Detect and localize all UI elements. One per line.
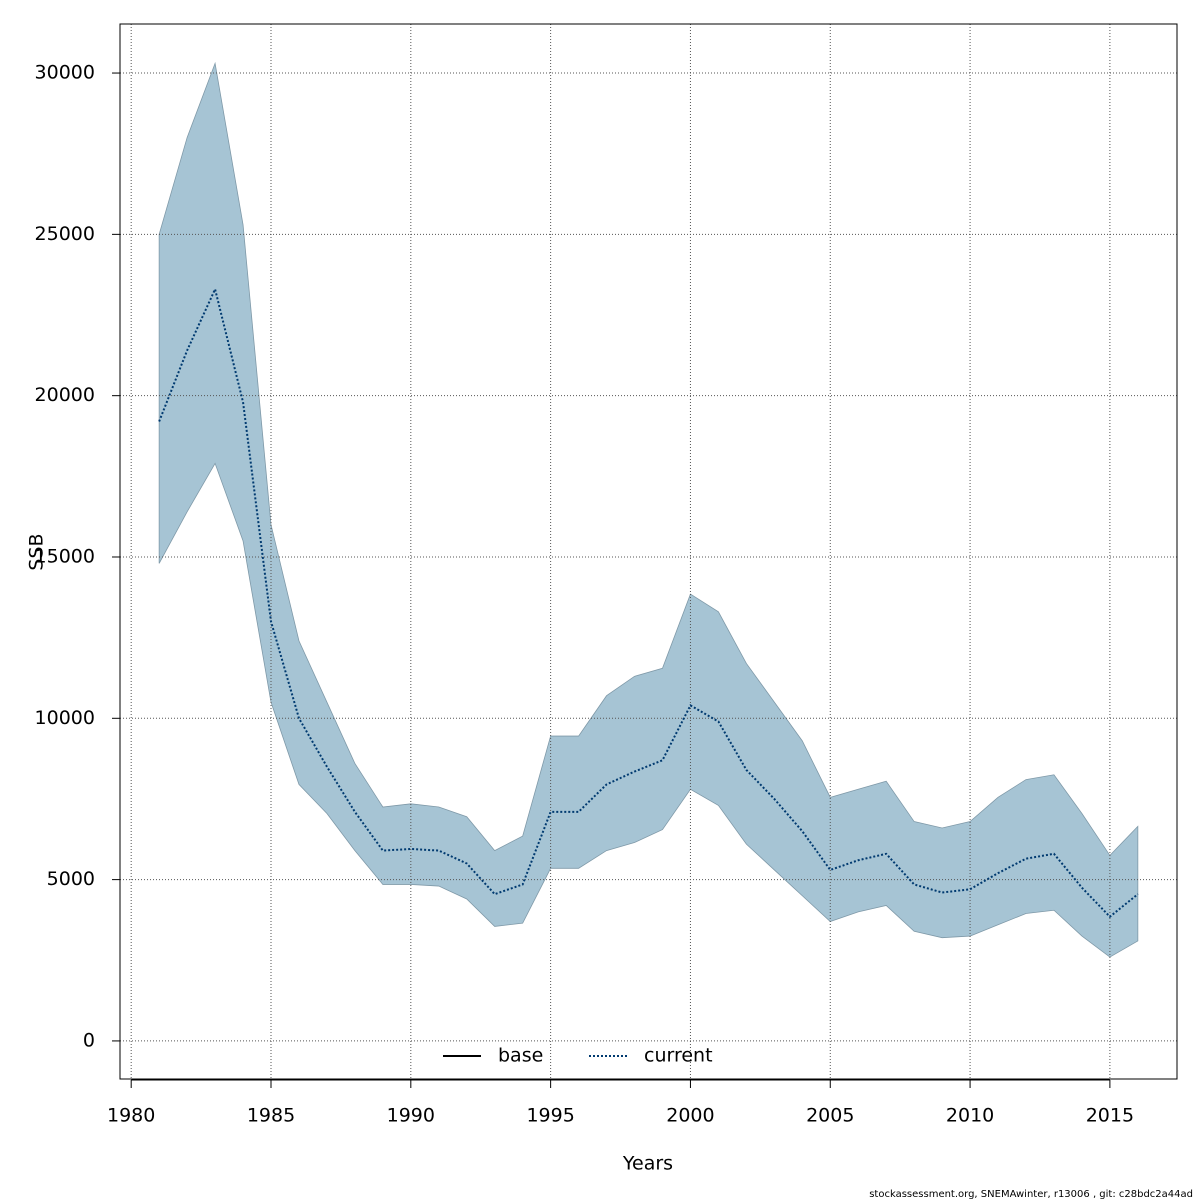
y-tick-label: 25000 xyxy=(35,223,95,245)
y-tick-label: 30000 xyxy=(35,62,95,84)
plot-frame xyxy=(119,23,1178,1080)
x-tick-label: 2005 xyxy=(806,1105,854,1127)
x-tick-label: 1985 xyxy=(247,1105,295,1127)
y-tick-label: 20000 xyxy=(35,384,95,406)
legend-label: base xyxy=(498,1045,543,1067)
x-tick-label: 1995 xyxy=(526,1105,574,1127)
y-axis-label: SSB xyxy=(26,533,48,570)
x-tick-label: 1980 xyxy=(107,1105,155,1127)
x-tick-label: 2010 xyxy=(946,1105,994,1127)
series-line xyxy=(158,286,1139,919)
legend-label: current xyxy=(644,1045,713,1067)
footnote: stockassessment.org, SNEMAwinter, r13006… xyxy=(869,1189,1193,1200)
x-tick-label: 1990 xyxy=(387,1105,435,1127)
y-tick-label: 15000 xyxy=(35,545,95,567)
x-tick-label: 2000 xyxy=(666,1105,714,1127)
y-tick-label: 5000 xyxy=(47,868,95,890)
y-tick-label: 0 xyxy=(83,1029,95,1051)
confidence-band xyxy=(158,61,1139,958)
x-tick-label: 2015 xyxy=(1086,1105,1134,1127)
y-tick-label: 10000 xyxy=(35,707,95,729)
x-axis-label: Years xyxy=(622,1153,673,1175)
